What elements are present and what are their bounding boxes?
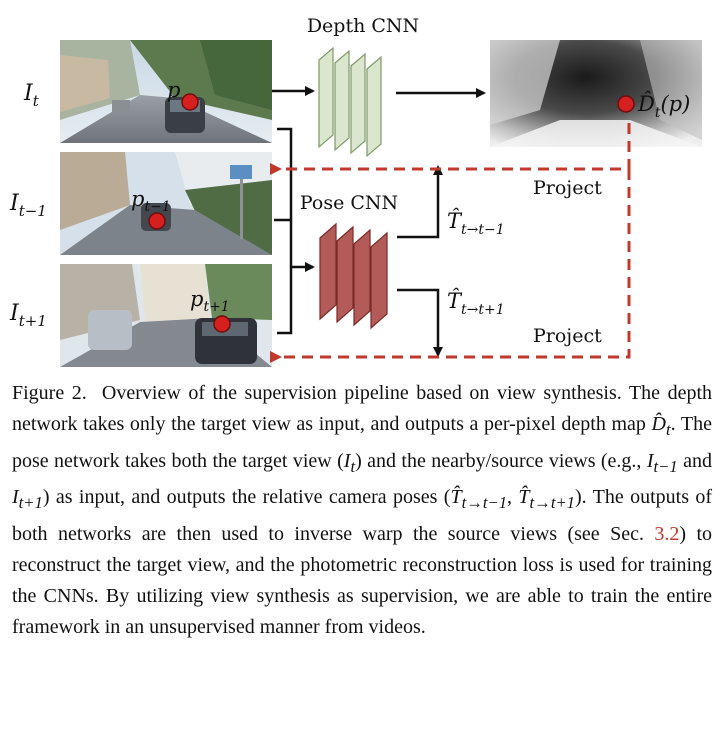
input-label-prev: It−1 [9,191,47,220]
depth-map-image [490,40,702,147]
project-label-bottom: Project [533,325,602,347]
project-arrow-next [270,169,631,363]
arrow-pose-next [397,288,443,357]
input-label-target: It [23,81,40,110]
depth-cnn-block [318,46,382,158]
depth-point [617,95,635,113]
section-reference-link[interactable]: 3.2 [654,523,680,546]
point-label-p: p [167,78,180,102]
pose-output-next: T̂t→t+1 [447,289,505,318]
next-source-frame-image [60,264,272,367]
pose-output-prev: T̂t→t−1 [447,209,505,238]
point-label-p-prev: pt−1 [131,187,171,215]
depth-cnn-label: Depth CNN [307,15,419,37]
input-label-next: It+1 [9,301,47,330]
project-label-top: Project [533,177,602,199]
arrow-pose-prev [397,165,443,239]
figure-label: Figure 2. [12,382,87,404]
point-p [181,93,199,111]
pipeline-diagram: It It−1 It+1 p pt−1 pt+1 Depth CNN D̂t(p… [9,15,702,367]
point-p-next [213,315,231,333]
point-p-prev [148,212,166,230]
pose-cnn-block [319,222,388,330]
depth-output-label: D̂t(p) [637,92,690,121]
target-frame-image [60,40,272,143]
point-label-p-next: pt+1 [190,287,230,315]
input-bracket [277,127,293,335]
figure-caption: Figure 2. Overview of the supervision pi… [12,382,713,638]
pose-cnn-label: Pose CNN [300,192,398,214]
